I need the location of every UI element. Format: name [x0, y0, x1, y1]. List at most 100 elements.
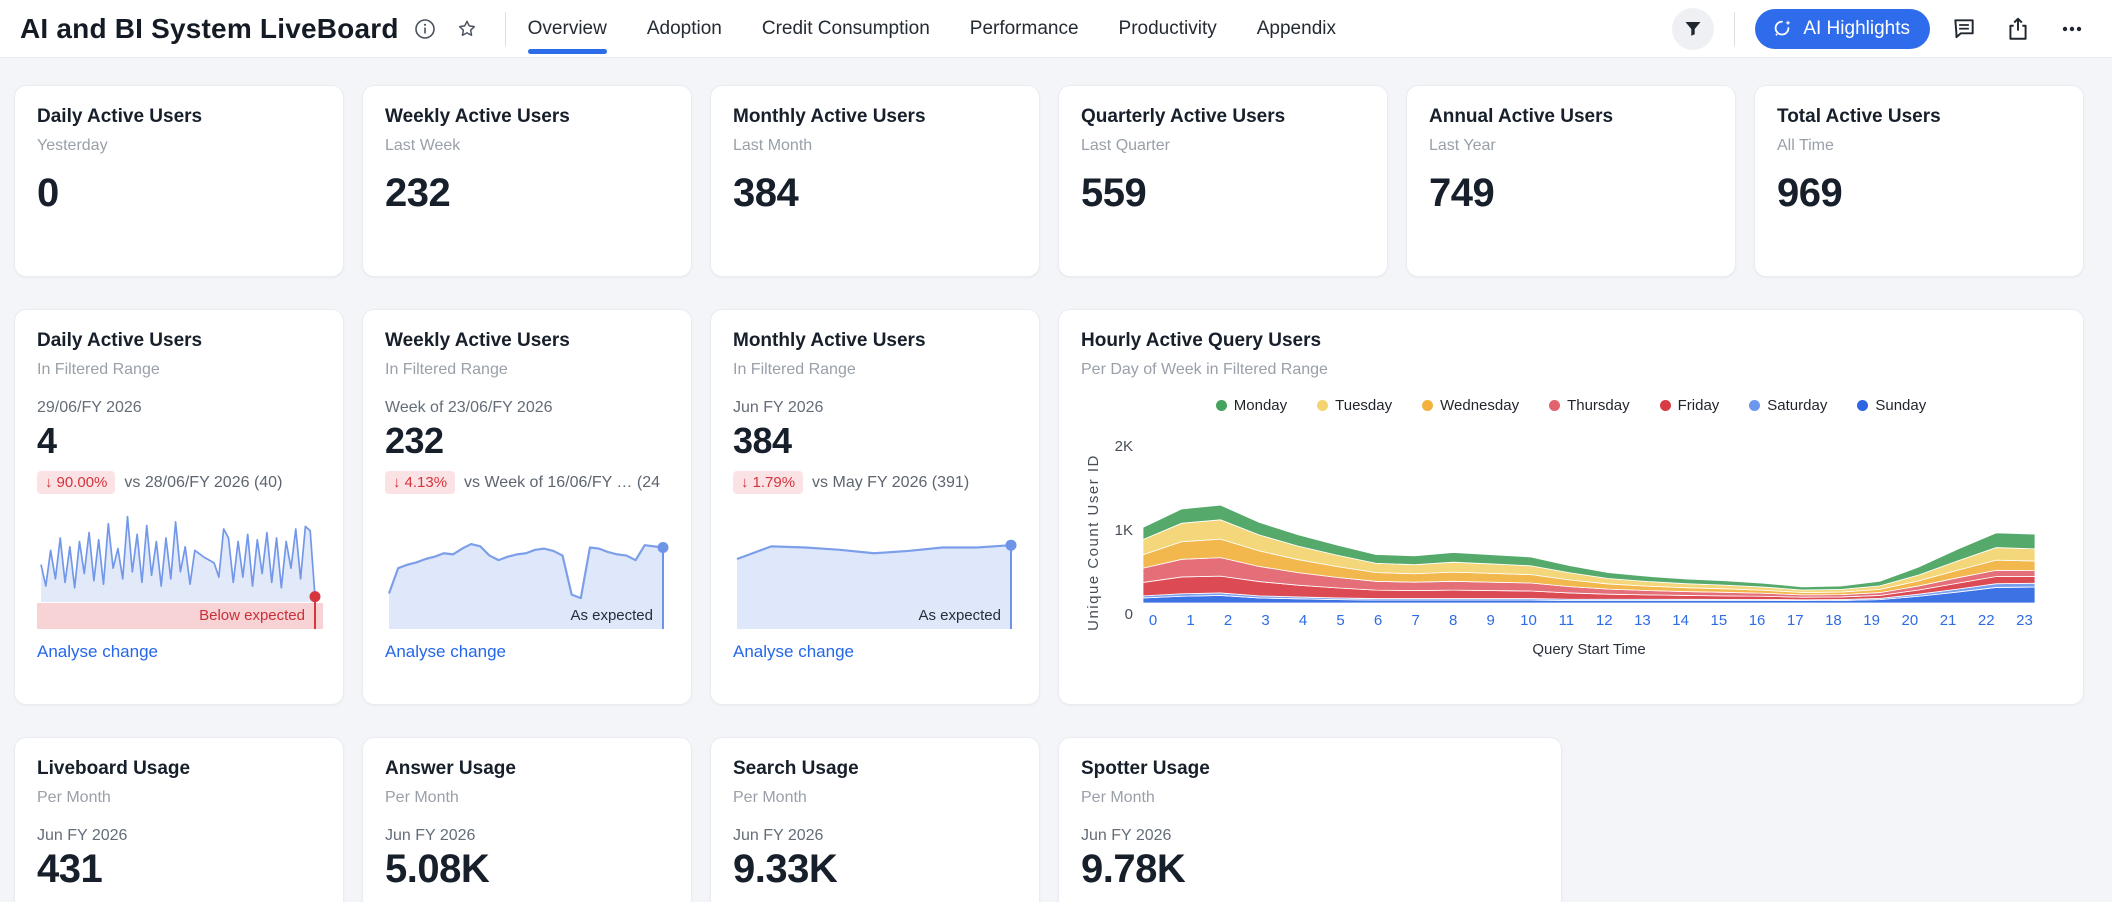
kpi-date: Jun FY 2026 [733, 399, 824, 416]
x-tick: 22 [1977, 612, 1995, 629]
legend-item-friday[interactable]: Friday [1659, 397, 1719, 414]
x-tick: 11 [1558, 612, 1575, 629]
change-percent: 90.00% [56, 474, 108, 491]
x-tick: 13 [1634, 612, 1651, 629]
weekly-area-chart[interactable]: As expected [385, 507, 671, 629]
down-arrow-icon: ↓ [393, 474, 401, 491]
x-tick: 18 [1825, 612, 1842, 629]
x-tick: 5 [1336, 612, 1345, 629]
hourly-plot-area: Unique Count User ID 2K 1K 0 0 1 2 3 4 5 6 7 8 9 10 1… [1081, 426, 2061, 658]
x-tick: 1 [1186, 612, 1195, 629]
legend-item-sunday[interactable]: Sunday [1857, 397, 1926, 414]
ai-sparkle-icon [1775, 19, 1791, 36]
comment-button[interactable] [1944, 9, 1984, 49]
tab-adoption[interactable]: Adoption [646, 17, 722, 39]
filter-button[interactable] [1672, 7, 1715, 50]
card-subtitle: Last Month [733, 137, 813, 154]
legend-dot-icon [1749, 400, 1761, 411]
page-title: AI and BI System LiveBoard [20, 12, 399, 44]
legend-label: Tuesday [1335, 397, 1393, 414]
kpi-value: 749 [1429, 171, 1495, 215]
kpi-card-annual: Annual Active Users Last Year 749 [1406, 85, 1736, 277]
kpi-card-total: Total Active Users All Time 969 [1754, 85, 2084, 277]
kpi-date: 29/06/FY 2026 [37, 399, 142, 416]
x-tick: 21 [1939, 612, 1957, 629]
usage-row: Liveboard Usage Per Month Jun FY 2026 43… [0, 737, 2112, 902]
x-tick: 6 [1373, 612, 1383, 629]
legend-item-monday[interactable]: Monday [1215, 397, 1287, 414]
card-title: Quarterly Active Users [1081, 106, 1286, 127]
tab-appendix[interactable]: Appendix [1256, 17, 1336, 39]
x-axis-label: Query Start Time [1532, 641, 1646, 658]
usage-card-spotter: Spotter Usage Per Month Jun FY 2026 9.78… [1058, 737, 1562, 902]
tab-credit-consumption[interactable]: Credit Consumption [761, 17, 930, 39]
kpi-card-quarterly: Quarterly Active Users Last Quarter 559 [1058, 85, 1388, 277]
tab-performance[interactable]: Performance [969, 17, 1079, 39]
x-tick: 14 [1672, 612, 1689, 629]
kpi-card-daily: Daily Active Users Yesterday 0 [14, 85, 344, 277]
kpi-value: 0 [37, 171, 59, 215]
card-subtitle: In Filtered Range [733, 361, 856, 378]
card-title: Daily Active Users [37, 330, 203, 351]
analyse-change-link[interactable]: Analyse change [385, 642, 506, 661]
legend-label: Saturday [1767, 397, 1828, 414]
y-axis-label: Unique Count User ID [1084, 453, 1102, 631]
ai-highlights-button[interactable]: AI Highlights [1755, 8, 1930, 49]
card-subtitle: Last Quarter [1081, 137, 1170, 154]
change-row: ↓ 1.79% vs May FY 2026 (391) [733, 471, 1017, 494]
monthly-area-chart[interactable]: As expected [733, 507, 1019, 629]
card-title: Search Usage [733, 758, 859, 779]
kpi-value: 384 [733, 420, 792, 461]
x-tick: 4 [1298, 612, 1308, 629]
share-icon [2009, 17, 2027, 40]
change-badge: ↓ 1.79% [733, 471, 804, 494]
x-tick: 0 [1148, 612, 1158, 629]
legend-item-wednesday[interactable]: Wednesday [1422, 397, 1519, 414]
share-button[interactable] [1998, 9, 2038, 49]
legend-item-thursday[interactable]: Thursday [1549, 397, 1630, 414]
analyse-change-link[interactable]: Analyse change [37, 642, 158, 661]
legend-dot-icon [1317, 400, 1329, 411]
card-title: Liveboard Usage [37, 758, 191, 779]
funnel-icon [1685, 21, 1701, 36]
card-title: Answer Usage [385, 758, 516, 779]
favorite-star-icon[interactable] [451, 13, 483, 45]
stacked-area-chart[interactable] [1142, 426, 2036, 604]
x-tick: 3 [1261, 612, 1270, 629]
more-options-button[interactable] [2052, 9, 2092, 49]
info-icon[interactable] [409, 13, 441, 45]
y-tick: 1K [1114, 522, 1133, 539]
card-subtitle: In Filtered Range [385, 361, 508, 378]
tab-bar: Overview Adoption Credit Consumption Per… [527, 0, 1336, 58]
tab-productivity[interactable]: Productivity [1118, 17, 1217, 39]
y-tick: 0 [1124, 606, 1133, 623]
usage-card-answer: Answer Usage Per Month Jun FY 2026 5.08K [362, 737, 692, 902]
tab-overview[interactable]: Overview [527, 0, 608, 58]
card-title: Annual Active Users [1429, 106, 1614, 127]
x-tick: 15 [1710, 612, 1728, 629]
card-title: Monthly Active Users [733, 330, 926, 351]
change-comparison: vs Week of 16/06/FY … (24 [464, 473, 660, 491]
kpi-date: Jun FY 2026 [733, 827, 824, 844]
chart-status-label: As expected [918, 607, 1001, 624]
legend-label: Sunday [1875, 397, 1927, 414]
detail-card-weekly: Weekly Active Users In Filtered Range We… [362, 309, 692, 705]
y-tick: 2K [1114, 438, 1133, 455]
kpi-date: Jun FY 2026 [1081, 827, 1172, 844]
usage-card-liveboard: Liveboard Usage Per Month Jun FY 2026 43… [14, 737, 344, 902]
card-title: Weekly Active Users [385, 106, 570, 127]
comment-icon [1954, 18, 1974, 38]
header-actions: AI Highlights [1672, 7, 2092, 50]
ai-highlights-label: AI Highlights [1803, 17, 1910, 39]
legend-item-tuesday[interactable]: Tuesday [1317, 397, 1392, 414]
daily-sparkline-chart[interactable]: Below expected [37, 507, 323, 629]
analyse-change-link[interactable]: Analyse change [733, 642, 854, 661]
x-tick: 23 [2016, 612, 2033, 629]
legend-item-saturday[interactable]: Saturday [1749, 397, 1827, 414]
change-row: ↓ 4.13% vs Week of 16/06/FY … (24 [385, 471, 669, 494]
legend-dot-icon [1422, 400, 1434, 411]
y-axis-ticks: 2K 1K 0 [1105, 426, 1143, 658]
usage-card-search: Search Usage Per Month Jun FY 2026 9.33K [710, 737, 1040, 902]
kpi-value: 384 [733, 171, 799, 215]
card-subtitle: Yesterday [37, 137, 108, 154]
